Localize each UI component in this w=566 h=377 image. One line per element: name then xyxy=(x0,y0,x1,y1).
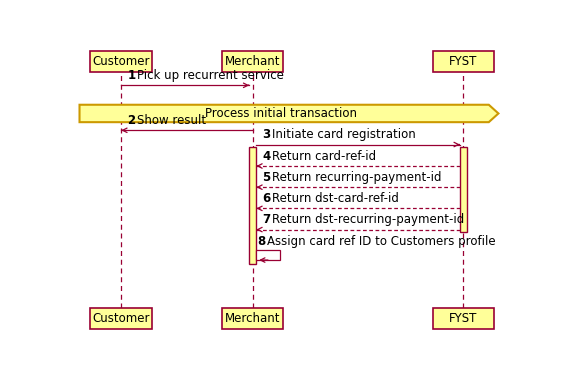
Text: Customer: Customer xyxy=(92,55,150,68)
Bar xyxy=(432,308,494,329)
Bar xyxy=(460,147,467,233)
Text: Process initial transaction: Process initial transaction xyxy=(205,107,357,120)
Text: 8: 8 xyxy=(259,234,271,248)
Bar xyxy=(432,51,494,72)
Text: 1: 1 xyxy=(128,69,140,82)
Text: Return dst-recurring-payment-id: Return dst-recurring-payment-id xyxy=(272,213,464,226)
Text: Customer: Customer xyxy=(92,312,150,325)
Text: Merchant: Merchant xyxy=(225,55,281,68)
Bar xyxy=(249,147,256,264)
Text: Return dst-card-ref-id: Return dst-card-ref-id xyxy=(272,192,398,205)
Text: Assign card ref ID to Customers profile: Assign card ref ID to Customers profile xyxy=(267,234,496,248)
Bar xyxy=(256,250,280,260)
Text: FYST: FYST xyxy=(449,312,478,325)
Text: 6: 6 xyxy=(263,192,275,205)
Text: Merchant: Merchant xyxy=(225,312,281,325)
Text: Return card-ref-id: Return card-ref-id xyxy=(272,150,376,162)
Text: 7: 7 xyxy=(263,213,275,226)
Polygon shape xyxy=(79,105,499,122)
Bar xyxy=(222,308,284,329)
Bar xyxy=(91,308,152,329)
Text: Return recurring-payment-id: Return recurring-payment-id xyxy=(272,171,441,184)
Bar xyxy=(91,51,152,72)
Text: 5: 5 xyxy=(263,171,275,184)
Bar xyxy=(222,51,284,72)
Text: Show result: Show result xyxy=(136,114,205,127)
Text: Initiate card registration: Initiate card registration xyxy=(272,128,415,141)
Text: 4: 4 xyxy=(263,150,275,162)
Text: Pick up recurrent service: Pick up recurrent service xyxy=(136,69,284,82)
Text: 2: 2 xyxy=(128,114,140,127)
Text: 3: 3 xyxy=(263,128,275,141)
Text: FYST: FYST xyxy=(449,55,478,68)
